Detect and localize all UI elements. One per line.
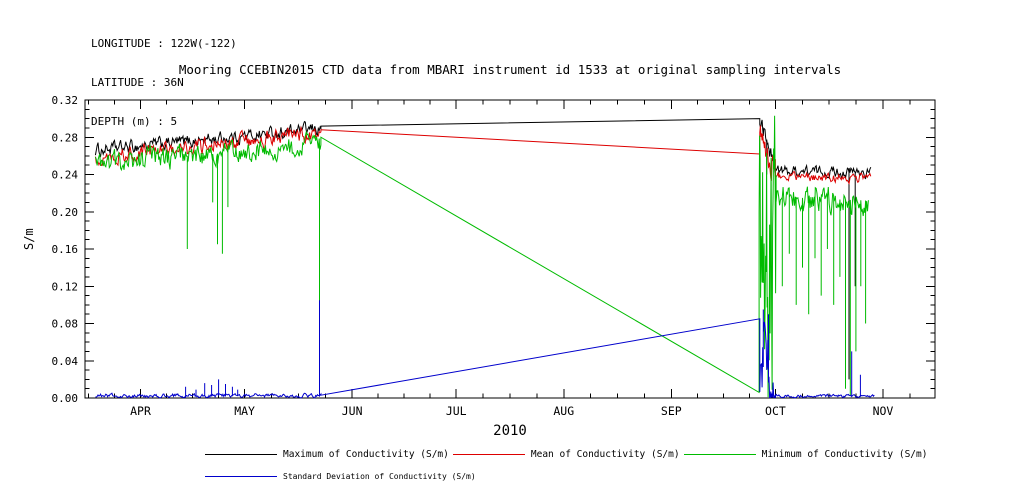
depth-text: DEPTH (m) : 5	[91, 115, 178, 128]
x-axis-year-label: 2010	[493, 423, 527, 439]
y-tick-label: 0.20	[52, 206, 79, 219]
plot-frame	[84, 99, 936, 399]
legend-row-2: Standard Deviation of Conductivity (S/m)	[205, 472, 476, 481]
x-tick-label: APR	[130, 404, 151, 418]
y-tick-label: 0.12	[52, 280, 79, 293]
series-line-0	[94, 118, 872, 380]
x-tick-label: AUG	[553, 404, 574, 418]
y-tick-label: 0.28	[52, 131, 79, 144]
longitude-text: LONGITUDE : 122W(-122)	[91, 37, 237, 50]
x-tick-label: OCT	[765, 404, 786, 418]
y-tick-label: 0.24	[52, 169, 79, 182]
legend-label-maximum: Maximum of Conductivity (S/m)	[283, 449, 449, 460]
y-tick-label: 0.04	[52, 355, 79, 368]
legend-entry-maximum: Maximum of Conductivity (S/m)	[205, 449, 449, 460]
x-tick-label: JUN	[342, 404, 363, 418]
legend-label-mean: Mean of Conductivity (S/m)	[530, 449, 680, 460]
y-tick-label: 0.32	[52, 94, 79, 107]
axes	[84, 99, 936, 399]
station-metadata: LONGITUDE : 122W(-122) LATITUDE : 36N DE…	[91, 11, 237, 154]
x-tick-label: JUL	[446, 404, 467, 418]
legend-entry-stddev: Standard Deviation of Conductivity (S/m)	[205, 472, 476, 481]
legend-line-stddev-icon	[205, 476, 277, 477]
x-tick-label: MAY	[234, 404, 255, 418]
chart-title: Mooring CCEBIN2015 CTD data from MBARI i…	[178, 62, 842, 77]
x-tick-label: NOV	[873, 404, 894, 418]
y-tick-label: 0.08	[52, 318, 79, 331]
y-tick-label: 0.16	[52, 243, 79, 256]
legend-entry-minimum: Minimum of Conductivity (S/m)	[683, 449, 928, 460]
legend-line-minimum-icon	[683, 454, 756, 455]
legend-label-stddev: Standard Deviation of Conductivity (S/m)	[283, 472, 476, 481]
legend-label-minimum: Minimum of Conductivity (S/m)	[761, 449, 928, 460]
latitude-text: LATITUDE : 36N	[91, 76, 184, 89]
x-tick-label: SEP	[661, 404, 682, 418]
series-line-2	[94, 115, 869, 398]
legend-row-1: Maximum of Conductivity (S/m) Mean of Co…	[205, 449, 927, 460]
series-line-3	[95, 300, 875, 399]
y-tick-label: 0.00	[52, 392, 79, 405]
legend-entry-mean: Mean of Conductivity (S/m)	[452, 449, 680, 460]
legend-line-maximum-icon	[205, 454, 277, 455]
legend-line-mean-icon	[452, 454, 525, 455]
